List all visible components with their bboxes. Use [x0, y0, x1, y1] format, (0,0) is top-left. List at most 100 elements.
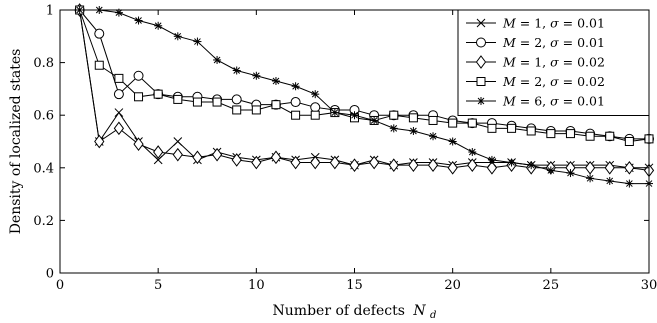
- legend-marker: [476, 77, 486, 86]
- data-point: [291, 110, 301, 120]
- legend-label-part: σ: [550, 16, 559, 31]
- data-point: [625, 179, 634, 188]
- legend-marker: [475, 55, 487, 69]
- series-asterisk: [75, 6, 653, 188]
- legend-marker: [476, 18, 486, 28]
- data-point: [448, 137, 457, 146]
- data-point: [113, 121, 125, 136]
- data-point: [173, 94, 183, 104]
- legend-box: [457, 9, 650, 116]
- x-tick-label: 25: [543, 278, 560, 293]
- x-tick-label: 20: [444, 278, 461, 293]
- data-point: [408, 158, 419, 173]
- y-tick-label: 0.2: [33, 214, 54, 229]
- data-point: [586, 174, 595, 183]
- legend-label-part: M: [502, 94, 517, 109]
- data-point: [370, 116, 379, 125]
- data-point: [134, 92, 144, 102]
- data-point: [447, 160, 458, 175]
- data-point: [526, 126, 536, 136]
- data-point: [527, 161, 536, 170]
- x-axis-label-symbol: N: [412, 303, 426, 319]
- data-point: [388, 158, 399, 173]
- data-point: [291, 82, 300, 91]
- data-point: [290, 155, 301, 170]
- legend-entry: M = 2, σ = 0.02: [466, 74, 605, 89]
- data-point: [624, 160, 635, 175]
- legend-label-part: = 0.01: [559, 35, 605, 50]
- data-point: [310, 110, 320, 120]
- data-point: [113, 89, 124, 100]
- data-point: [624, 137, 634, 146]
- axis-ticks: 0 5 10 15 20 25 30 0 0.2 0.4 0.6 0.8 1: [33, 4, 657, 294]
- y-tick-label: 0.6: [33, 109, 54, 124]
- data-point: [428, 115, 438, 125]
- plot-area: [74, 3, 655, 188]
- legend-label: M = 6, σ = 0.01: [502, 94, 605, 109]
- legend-label-part: = 0.02: [559, 55, 605, 70]
- data-point: [231, 153, 242, 167]
- legend-label: M = 2, σ = 0.01: [502, 35, 605, 50]
- data-point: [486, 160, 498, 175]
- legend-label-part: σ: [550, 55, 559, 70]
- legend-label-part: M: [502, 55, 517, 70]
- legend-marker: [476, 37, 486, 48]
- data-point: [94, 60, 104, 70]
- data-point: [212, 97, 222, 107]
- data-point: [232, 66, 241, 75]
- y-tick-label: 0.4: [33, 161, 54, 176]
- data-point: [429, 132, 438, 141]
- y-axis-label: Density of localized states: [8, 49, 24, 235]
- data-point: [448, 118, 458, 128]
- legend-label-part: M: [502, 74, 517, 89]
- data-point: [349, 158, 360, 173]
- data-point: [507, 158, 516, 167]
- data-point: [409, 126, 418, 135]
- data-point: [231, 94, 242, 105]
- legend-label-part: σ: [550, 35, 559, 50]
- data-point: [114, 73, 124, 83]
- data-point: [134, 16, 143, 25]
- data-point: [232, 105, 242, 115]
- data-point: [310, 155, 321, 170]
- data-point: [192, 150, 203, 165]
- data-point: [213, 55, 222, 64]
- x-axis-label: Number of defects N d: [273, 303, 437, 321]
- legend-label: M = 2, σ = 0.02: [502, 74, 605, 89]
- legend-label-part: M: [502, 35, 517, 50]
- legend-label-part: = 0.02: [559, 74, 605, 89]
- legend-entry: M = 1, σ = 0.01: [466, 16, 605, 31]
- data-point: [565, 129, 575, 139]
- x-tick-label: 0: [56, 278, 64, 293]
- y-tick-label: 0: [46, 267, 54, 282]
- x-tick-label: 5: [154, 278, 162, 293]
- data-point: [389, 124, 398, 133]
- data-point: [271, 77, 280, 86]
- data-point: [487, 123, 497, 133]
- data-point: [389, 110, 399, 120]
- data-point: [369, 155, 380, 170]
- x-axis-label-text: Number of defects: [273, 303, 405, 319]
- data-point: [408, 113, 418, 123]
- data-point: [251, 155, 262, 170]
- legend-label-part: σ: [550, 94, 559, 109]
- data-point: [329, 155, 340, 170]
- legend-label: M = 1, σ = 0.01: [502, 16, 605, 31]
- data-point: [173, 32, 182, 41]
- x-tick-label: 10: [248, 278, 265, 293]
- y-tick-label: 1: [46, 4, 54, 19]
- x-tick-label: 15: [346, 278, 363, 293]
- legend-label-part: = 1,: [516, 16, 550, 31]
- legend-marker: [477, 97, 485, 105]
- legend-label-part: σ: [550, 74, 559, 89]
- legend-label-part: = 2,: [516, 35, 550, 50]
- legend: M = 1, σ = 0.01M = 2, σ = 0.01M = 1, σ =…: [457, 9, 650, 116]
- data-point: [585, 131, 595, 141]
- legend-label-part: = 0.01: [559, 94, 605, 109]
- y-tick-label: 0.8: [33, 56, 54, 71]
- data-point: [605, 176, 614, 185]
- data-point: [211, 147, 223, 162]
- data-point: [605, 131, 615, 141]
- legend-label-part: = 0.01: [559, 16, 605, 31]
